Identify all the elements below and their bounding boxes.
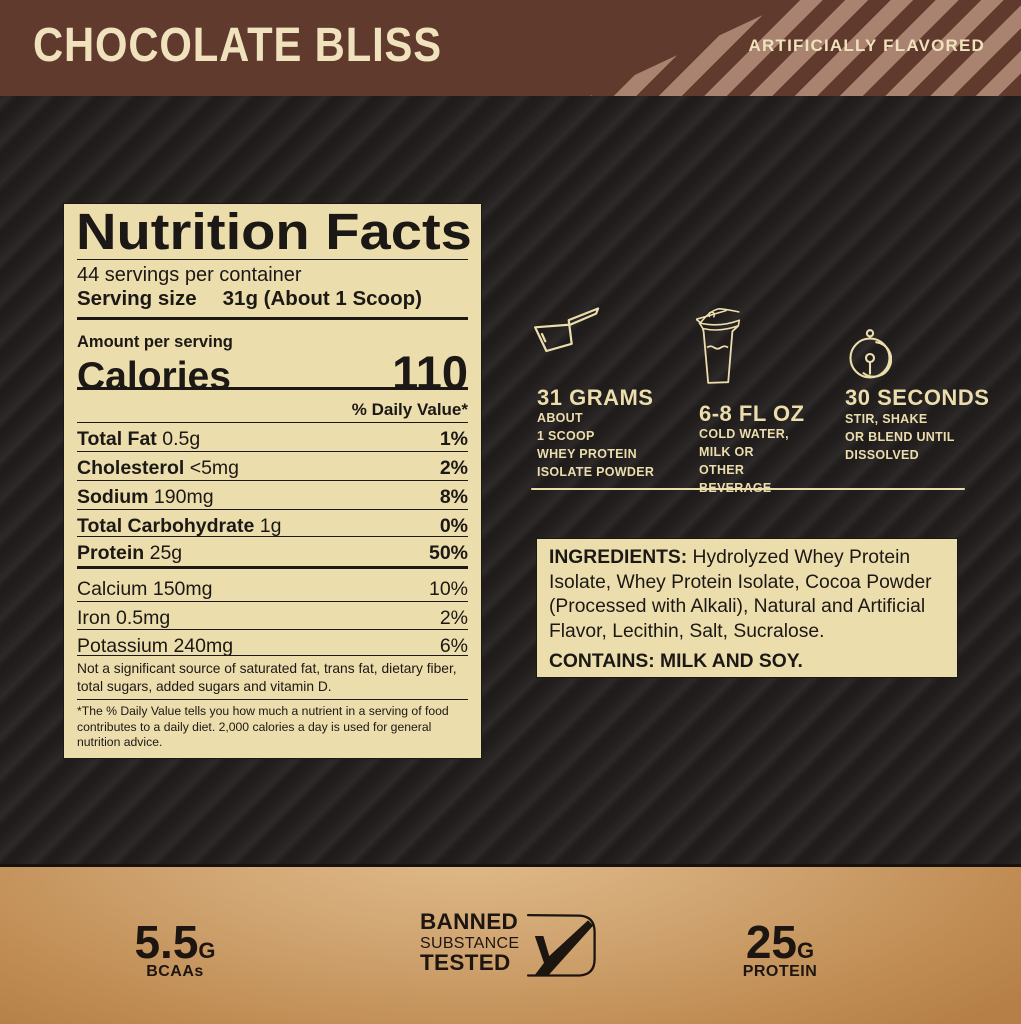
svg-text:TESTED: TESTED — [420, 950, 511, 975]
svg-text:BANNED: BANNED — [420, 909, 518, 934]
